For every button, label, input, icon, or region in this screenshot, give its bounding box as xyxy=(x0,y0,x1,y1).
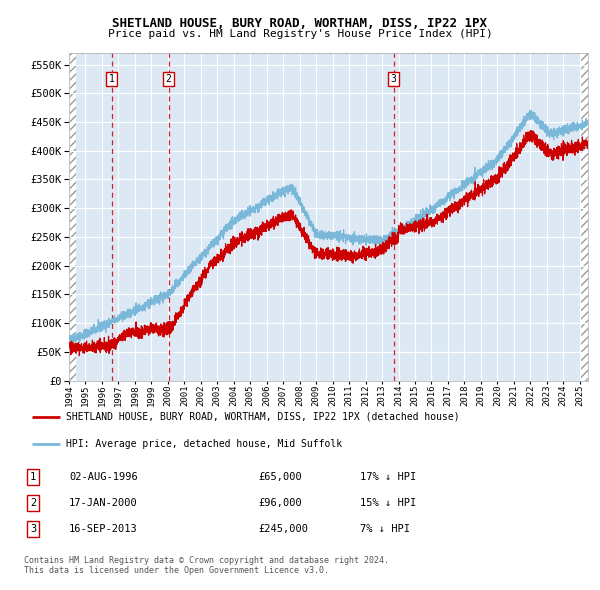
Text: £245,000: £245,000 xyxy=(258,524,308,533)
Text: Contains HM Land Registry data © Crown copyright and database right 2024.
This d: Contains HM Land Registry data © Crown c… xyxy=(24,556,389,575)
Text: 1: 1 xyxy=(30,472,36,481)
Text: SHETLAND HOUSE, BURY ROAD, WORTHAM, DISS, IP22 1PX (detached house): SHETLAND HOUSE, BURY ROAD, WORTHAM, DISS… xyxy=(66,412,460,421)
Text: £96,000: £96,000 xyxy=(258,498,302,507)
Bar xyxy=(69,53,76,381)
Text: 15% ↓ HPI: 15% ↓ HPI xyxy=(360,498,416,507)
Text: Price paid vs. HM Land Registry's House Price Index (HPI): Price paid vs. HM Land Registry's House … xyxy=(107,29,493,39)
Text: 7% ↓ HPI: 7% ↓ HPI xyxy=(360,524,410,533)
Text: 02-AUG-1996: 02-AUG-1996 xyxy=(69,472,138,481)
Text: 17% ↓ HPI: 17% ↓ HPI xyxy=(360,472,416,481)
Bar xyxy=(581,53,588,381)
Text: 1: 1 xyxy=(109,74,115,84)
Text: 17-JAN-2000: 17-JAN-2000 xyxy=(69,498,138,507)
Text: 16-SEP-2013: 16-SEP-2013 xyxy=(69,524,138,533)
Text: £65,000: £65,000 xyxy=(258,472,302,481)
Text: 3: 3 xyxy=(391,74,397,84)
Text: 2: 2 xyxy=(166,74,172,84)
Text: 2: 2 xyxy=(30,498,36,507)
Text: 3: 3 xyxy=(30,524,36,533)
Text: SHETLAND HOUSE, BURY ROAD, WORTHAM, DISS, IP22 1PX: SHETLAND HOUSE, BURY ROAD, WORTHAM, DISS… xyxy=(113,17,487,30)
Text: HPI: Average price, detached house, Mid Suffolk: HPI: Average price, detached house, Mid … xyxy=(66,439,342,448)
